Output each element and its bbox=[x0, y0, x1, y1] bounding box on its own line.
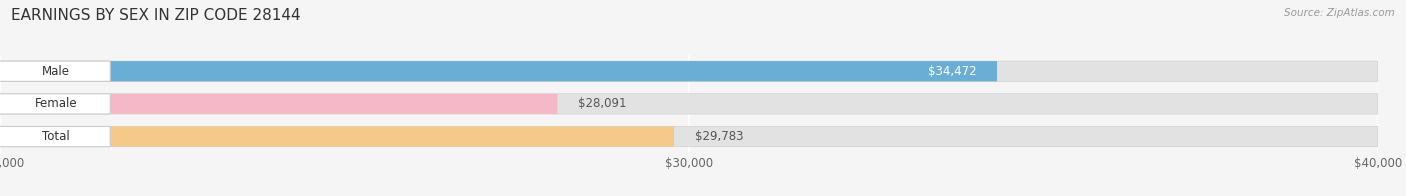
Text: Male: Male bbox=[42, 65, 70, 78]
Text: Total: Total bbox=[42, 130, 70, 143]
Text: Female: Female bbox=[35, 97, 77, 110]
FancyBboxPatch shape bbox=[0, 126, 673, 147]
FancyBboxPatch shape bbox=[0, 94, 557, 114]
Text: EARNINGS BY SEX IN ZIP CODE 28144: EARNINGS BY SEX IN ZIP CODE 28144 bbox=[11, 8, 301, 23]
FancyBboxPatch shape bbox=[0, 61, 997, 81]
FancyBboxPatch shape bbox=[0, 61, 1378, 81]
FancyBboxPatch shape bbox=[0, 94, 1378, 114]
Text: Source: ZipAtlas.com: Source: ZipAtlas.com bbox=[1284, 8, 1395, 18]
FancyBboxPatch shape bbox=[0, 126, 110, 147]
Text: $28,091: $28,091 bbox=[578, 97, 627, 110]
Text: $34,472: $34,472 bbox=[928, 65, 976, 78]
FancyBboxPatch shape bbox=[0, 61, 110, 81]
FancyBboxPatch shape bbox=[0, 94, 110, 114]
Text: $29,783: $29,783 bbox=[695, 130, 744, 143]
FancyBboxPatch shape bbox=[0, 126, 1378, 147]
